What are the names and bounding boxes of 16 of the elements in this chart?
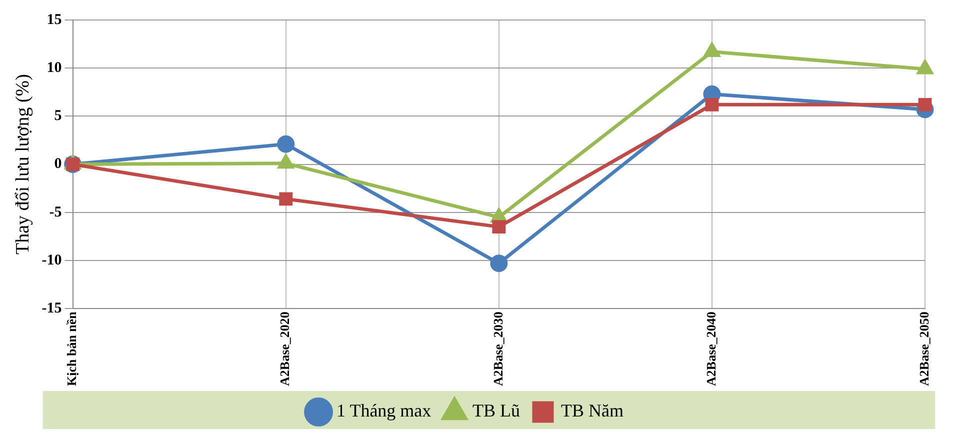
y-tick-label: 0	[54, 156, 62, 172]
y-axis-title: Thay đổi lưu lượng (%)	[12, 74, 34, 255]
x-tick-label: Kịch bản nền	[64, 310, 80, 386]
x-tick-label: A2Base_2050	[916, 312, 932, 386]
legend-label: 1 Tháng max	[336, 400, 432, 421]
y-tick-label: -15	[42, 300, 62, 316]
y-tick-label: -5	[49, 204, 62, 220]
x-tick-label: A2Base_2030	[490, 312, 506, 386]
y-tick-label: 5	[54, 108, 62, 124]
y-tick-label: -10	[42, 252, 62, 268]
x-tick-label: A2Base_2040	[703, 312, 718, 386]
x-tick-label: A2Base_2020	[277, 312, 292, 386]
y-tick-label: 10	[46, 60, 62, 76]
y-tick-label: 15	[46, 12, 62, 28]
legend-label: TB Lũ	[472, 400, 520, 421]
legend-label: TB Năm	[560, 400, 624, 421]
